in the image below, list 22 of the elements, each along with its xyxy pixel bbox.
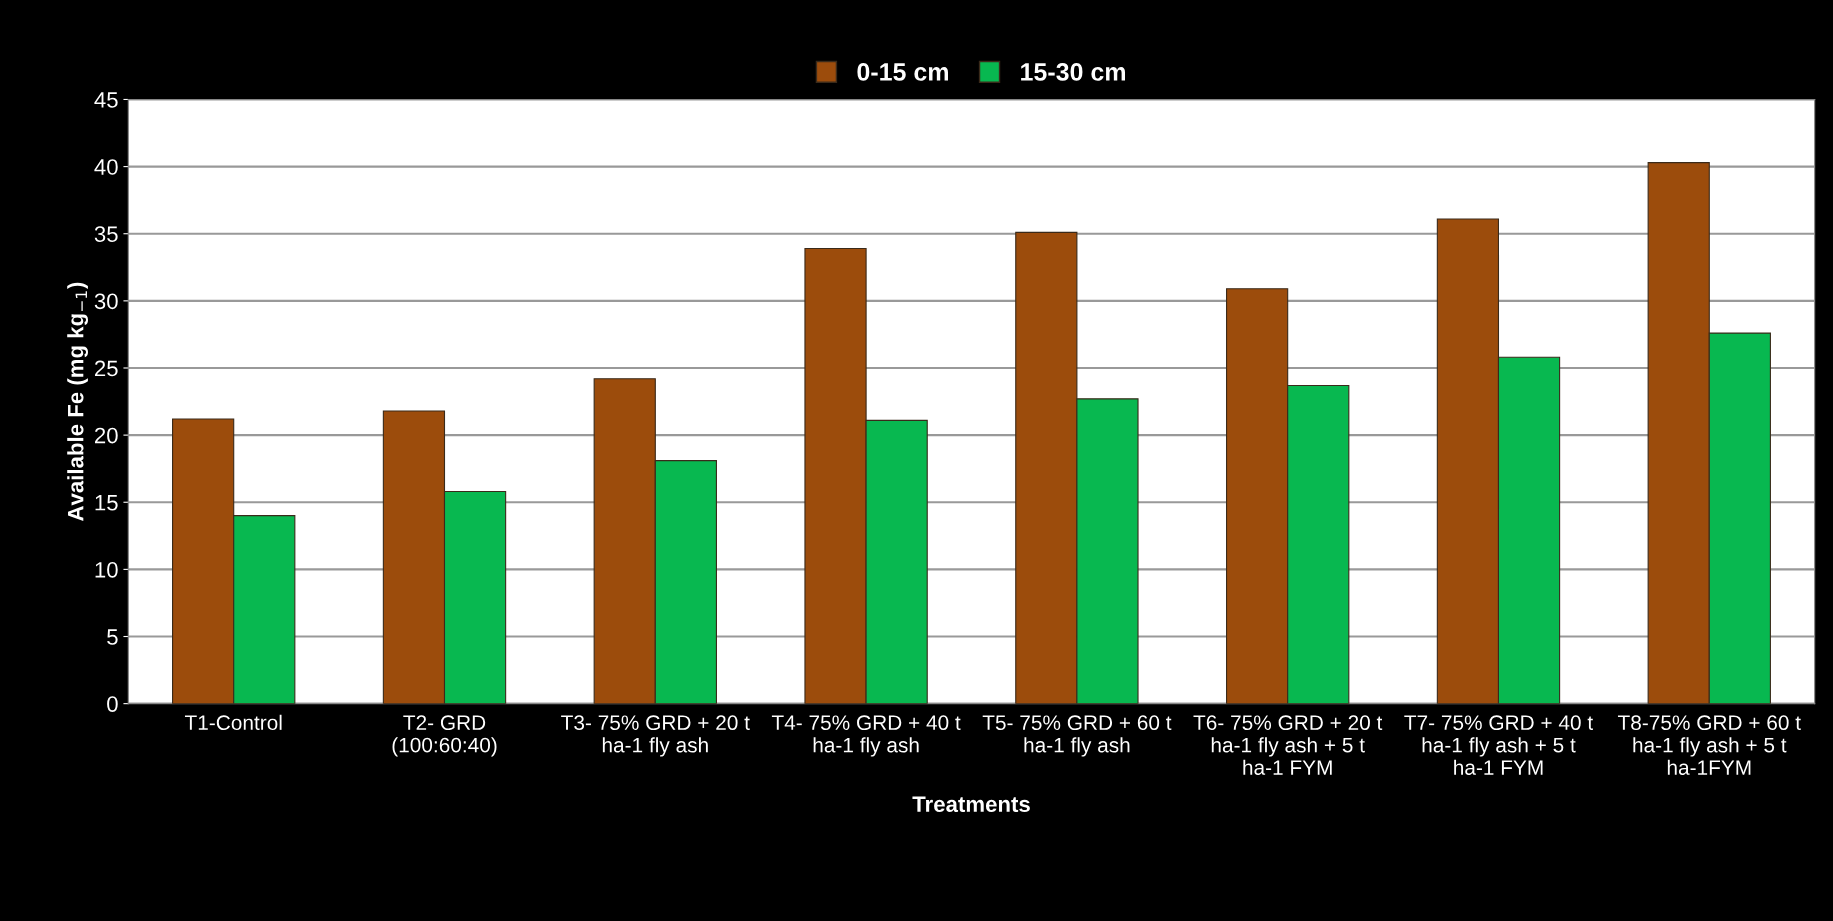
- x-axis-title: Treatments: [912, 796, 1030, 813]
- y-tick-label: 30: [94, 293, 118, 310]
- legend-label: 0-15 cm: [857, 63, 948, 81]
- x-tick-label: T3- 75% GRD + 20 t ha-1 fly ash: [561, 715, 750, 757]
- y-tick-label: 15: [95, 495, 118, 511]
- y-tick-label: 40: [94, 159, 118, 175]
- x-tick-label: T5- 75% GRD + 60 t ha-1 fly ash: [982, 715, 1172, 757]
- y-tick-label: 20: [94, 427, 118, 444]
- x-tick-label: T7- 75% GRD + 40 t ha-1 fly ash + 5 t ha-1 FYM: [1404, 715, 1593, 775]
- y-tick-label: 25: [94, 360, 118, 377]
- x-tick-label: T2- GRD (100:60:40): [392, 715, 497, 757]
- y-axis-title: Available Fe (mg kg$_{−1}$): [67, 282, 89, 521]
- x-tick-label: T4- 75% GRD + 40 t ha-1 fly ash: [771, 715, 961, 757]
- y-tick-label: 35: [94, 226, 118, 242]
- x-tick-label: T6- 75% GRD + 20 t ha-1 fly ash + 5 t ha-1 FYM: [1193, 715, 1383, 775]
- legend-label: 15-30 cm: [1021, 63, 1126, 81]
- x-tick-label: T1-Control: [184, 714, 282, 731]
- y-tick-label: 5: [107, 629, 118, 645]
- x-tick-label: T8-75% GRD + 60 t ha-1 fly ash + 5 t ha-1FYM: [1617, 715, 1801, 775]
- y-tick-label: 0: [107, 696, 118, 712]
- y-tick-label: 45: [94, 92, 118, 108]
- y-tick-label: 10: [95, 561, 118, 578]
